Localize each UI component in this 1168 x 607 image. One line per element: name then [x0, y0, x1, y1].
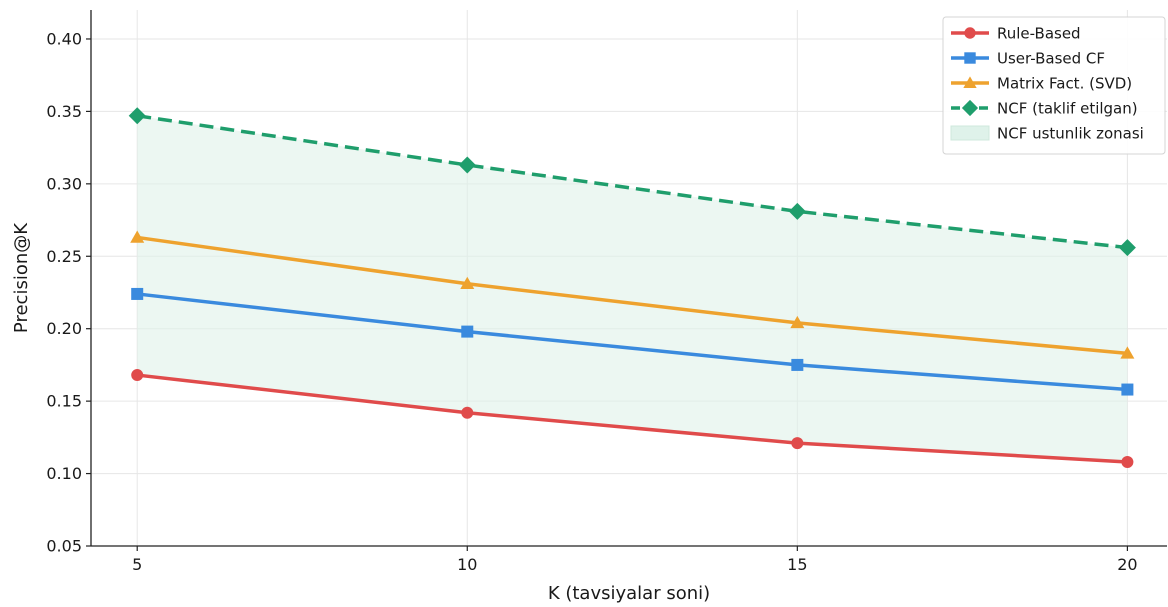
data-point-4-1	[128, 107, 146, 125]
data-point-2-3	[791, 358, 804, 371]
x-tick-label: 10	[457, 555, 477, 574]
shaded-region	[137, 115, 1128, 462]
legend-label-4: NCF (taklif etilgan)	[997, 100, 1138, 118]
series-line-3	[136, 235, 1128, 356]
tick-labels: 0.05 0.10 0.15 0.20 0.25 0.30 0.35 0.40 5 10 15 20	[46, 29, 1137, 574]
data-point-3-4	[1120, 346, 1135, 359]
y-tick-label: 0.20	[46, 319, 82, 338]
data-point-2-1	[131, 287, 144, 300]
data-point-3-2	[460, 276, 475, 290]
ncf-advantage-region	[137, 115, 1128, 462]
data-point-1-2	[461, 406, 474, 419]
data-point-3-3	[790, 315, 805, 329]
y-axis-label: Precision@K	[11, 222, 32, 333]
legend-box	[942, 16, 1166, 155]
legend-swatch-region	[950, 125, 990, 141]
data-point-3-1	[130, 230, 145, 243]
data-point-4-4	[1118, 239, 1136, 257]
y-tick-label: 0.40	[46, 29, 82, 48]
data-point-2-4	[1121, 383, 1134, 396]
series-lines	[128, 107, 1136, 468]
data-point-4-3	[788, 202, 806, 220]
legend-marker-1	[964, 27, 976, 39]
y-tick-label: 0.10	[46, 464, 82, 483]
data-point-1-1	[131, 369, 144, 382]
data-point-1-4	[1121, 455, 1134, 468]
axes	[86, 10, 1167, 551]
y-tick-label: 0.25	[46, 247, 82, 266]
x-tick-label: 20	[1117, 555, 1137, 574]
legend-label-2: User-Based CF	[997, 50, 1105, 68]
legend-label-1: Rule-Based	[997, 25, 1081, 43]
data-point-1-3	[791, 437, 804, 450]
series-line-1	[137, 373, 1128, 464]
legend-marker-4	[961, 99, 979, 117]
x-axis-label: K (tavsiyalar soni)	[548, 583, 710, 604]
y-tick-label: 0.15	[46, 392, 82, 411]
legend-label-region: NCF ustunlik zonasi	[997, 125, 1144, 143]
y-tick-label: 0.35	[46, 102, 82, 121]
legend-label-3: Matrix Fact. (SVD)	[997, 75, 1132, 93]
data-point-2-2	[461, 325, 474, 338]
legend: Rule-Based User-Based CF Matrix Fact. (SVD…	[942, 16, 1166, 155]
y-tick-label: 0.30	[46, 174, 82, 193]
series-line-2	[137, 292, 1128, 392]
legend-marker-3	[963, 76, 977, 88]
data-point-4-2	[458, 156, 476, 174]
legend-marker-2	[964, 52, 976, 64]
y-tick-label: 0.05	[46, 537, 82, 556]
x-tick-label: 15	[787, 555, 807, 574]
x-tick-label: 5	[132, 555, 142, 574]
